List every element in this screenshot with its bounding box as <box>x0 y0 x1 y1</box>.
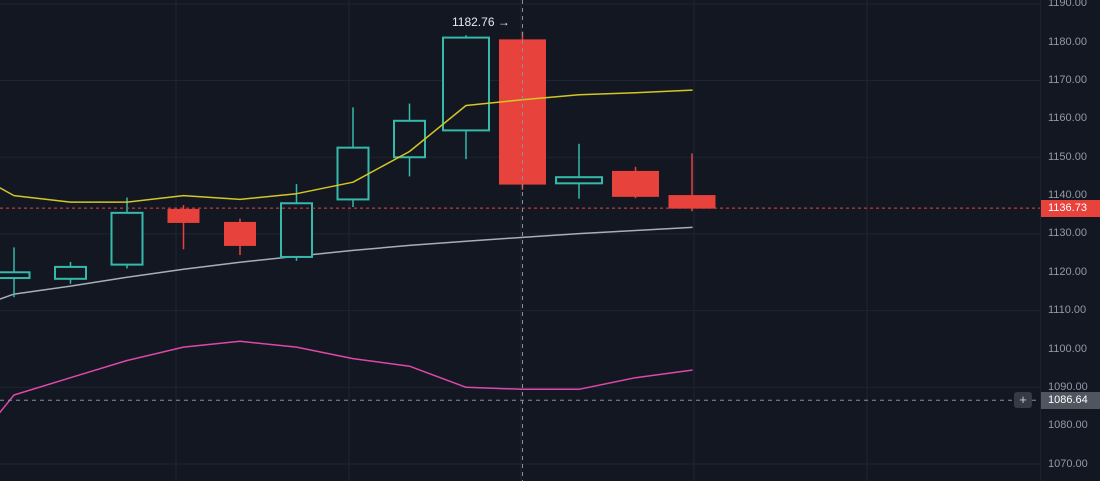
price-axis-label: 1100.00 <box>1048 342 1087 355</box>
candle-up <box>442 36 490 132</box>
candle-up <box>54 265 87 280</box>
price-axis-label: 1080.00 <box>1048 419 1088 432</box>
candle-up <box>555 176 603 185</box>
ma-fast-yellow-line <box>0 89 693 203</box>
candle-down <box>668 195 716 209</box>
price-axis[interactable]: 1136.73 1086.64 1190.00 1180.00 1170.00 116… <box>1040 0 1100 481</box>
crosshair-price-tag: 1086.64 <box>1041 391 1100 409</box>
last-price-tag: 1136.73 <box>1041 199 1100 217</box>
price-axis-label: 1170.00 <box>1048 74 1087 86</box>
price-axis-label: 1180.00 <box>1048 35 1087 48</box>
ma-slow-gray-line <box>0 226 693 300</box>
high-price-annotation: 1182.76 → <box>452 15 510 29</box>
price-axis-label: 1140.00 <box>1048 189 1087 202</box>
candle-down <box>167 208 200 223</box>
price-axis-label: 1090.00 <box>1048 380 1088 393</box>
price-axis-label: 1110.00 <box>1048 304 1087 317</box>
price-axis-label: 1120.00 <box>1048 265 1087 278</box>
price-axis-label: 1070.00 <box>1048 457 1088 470</box>
add-alert-plus-icon[interactable]: + <box>1014 392 1032 409</box>
price-axis-label: 1150.00 <box>1048 150 1087 163</box>
candle-up <box>110 211 144 266</box>
price-axis-label: 1130.00 <box>1048 227 1087 240</box>
candle-down <box>224 221 256 246</box>
price-axis-label: 1190.00 <box>1048 0 1087 10</box>
price-axis-label: 1160.00 <box>1048 112 1087 125</box>
candle-up <box>0 271 31 280</box>
candle-up <box>280 202 313 258</box>
candle-down <box>612 170 659 197</box>
band-lower-magenta-line <box>0 340 693 414</box>
candle-up <box>336 146 370 201</box>
